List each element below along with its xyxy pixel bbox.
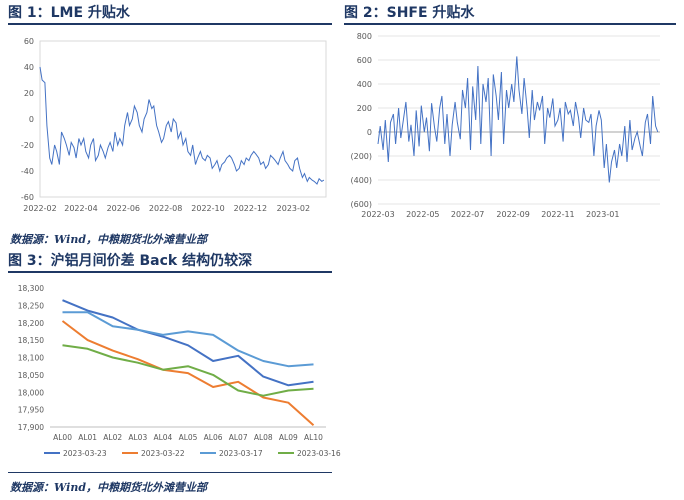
x-tick-label: 2022-02 xyxy=(23,204,56,213)
plot-area-frame xyxy=(39,40,327,198)
y-tick-label: 600 xyxy=(357,56,372,65)
y-tick-label: 18,000 xyxy=(18,388,44,397)
series-line-shfe xyxy=(377,56,659,183)
x-tick-label: AL03 xyxy=(128,433,147,442)
x-tick-label: 2022-07 xyxy=(451,210,484,219)
x-tick-label: AL04 xyxy=(153,433,172,442)
y-tick-label: 17,950 xyxy=(18,406,44,415)
x-tick-label: 2022-03 xyxy=(361,210,394,219)
x-tick-label: 2022-04 xyxy=(64,204,97,213)
series-line-2023-03-16 xyxy=(62,344,314,397)
figure-2-title: 图 2：SHFE 升贴水 xyxy=(344,5,475,21)
figure-3-rule xyxy=(8,271,332,273)
x-tick-label: AL10 xyxy=(304,433,323,442)
y-tick-label: -40 xyxy=(21,167,34,176)
y-tick-label: 18,150 xyxy=(18,336,44,345)
x-tick-label: 2022-11 xyxy=(541,210,574,219)
source-note-1: 数据源：Wind，中粮期货北外滩营业部 xyxy=(10,233,208,246)
x-tick-label: 2022-09 xyxy=(496,210,529,219)
x-tick-label: 2023-02 xyxy=(277,204,310,213)
figure-2-rule xyxy=(344,23,676,25)
y-tick-label: 0 xyxy=(367,128,372,137)
x-tick-label: AL01 xyxy=(78,433,97,442)
figure-3-title: 图 3：沪铝月间价差 Back 结构仍较深 xyxy=(8,253,253,269)
figure-1-title: 图 1：LME 升贴水 xyxy=(8,5,130,21)
x-tick-label: AL08 xyxy=(254,433,273,442)
y-tick-label: 18,300 xyxy=(18,284,44,293)
y-tick-label: 60 xyxy=(24,37,34,46)
legend-label: 2023-03-17 xyxy=(219,449,263,458)
y-tick-label: -60 xyxy=(21,193,34,202)
series-line-2023-03-22 xyxy=(61,320,315,427)
y-tick-label: 18,100 xyxy=(18,354,44,363)
source-note-2: 数据源：Wind，中粮期货北外滩营业部 xyxy=(10,481,208,494)
y-tick-label: (400) xyxy=(350,176,372,185)
x-tick-label: 2022-08 xyxy=(149,204,182,213)
legend-label: 2023-03-23 xyxy=(63,449,107,458)
y-tick-label: 18,250 xyxy=(18,301,44,310)
x-tick-label: 2022-06 xyxy=(107,204,140,213)
x-tick-label: AL05 xyxy=(179,433,198,442)
y-tick-label: -20 xyxy=(21,141,34,150)
chart-shfe-premium: (600) (400) (200) 0 200 400 600 800 2022-03 2022-… xyxy=(350,32,660,219)
figure-3-bottom-rule xyxy=(8,472,332,473)
x-tick-label: AL00 xyxy=(53,433,72,442)
y-tick-label: 18,050 xyxy=(18,371,44,380)
x-tick-label: AL09 xyxy=(279,433,298,442)
y-tick-label: 0 xyxy=(29,115,34,124)
y-tick-label: 200 xyxy=(357,104,372,113)
y-tick-label: 18,200 xyxy=(18,319,44,328)
series-line-2023-03-23 xyxy=(62,299,314,387)
y-tick-label: 800 xyxy=(357,32,372,41)
y-tick-label: (600) xyxy=(350,200,372,209)
figure-1-rule xyxy=(8,23,332,25)
y-tick-label: 17,900 xyxy=(18,423,44,432)
series-line-2023-03-17 xyxy=(62,311,314,368)
x-tick-label: AL07 xyxy=(229,433,248,442)
y-tick-label: 40 xyxy=(24,63,34,72)
legend-label: 2023-03-22 xyxy=(141,449,185,458)
x-tick-label: 2022-12 xyxy=(234,204,267,213)
y-tick-label: 20 xyxy=(24,89,34,98)
x-tick-label: 2022-05 xyxy=(406,210,439,219)
x-tick-label: 2023-01 xyxy=(586,210,619,219)
chart-al-spread: 17,900 17,950 18,000 18,050 18,100 18,150 18,2… xyxy=(18,284,341,458)
legend-label: 2023-03-16 xyxy=(297,449,341,458)
x-tick-label: AL06 xyxy=(204,433,223,442)
x-tick-label: AL02 xyxy=(103,433,122,442)
y-tick-label: 400 xyxy=(357,80,372,89)
series-line-lme xyxy=(39,66,325,185)
chart-lme-premium: -60 -40 -20 0 20 40 60 2022-02 2022-04 2022-06 202… xyxy=(21,37,327,213)
y-tick-label: (200) xyxy=(350,152,372,161)
x-tick-label: 2022-10 xyxy=(191,204,224,213)
